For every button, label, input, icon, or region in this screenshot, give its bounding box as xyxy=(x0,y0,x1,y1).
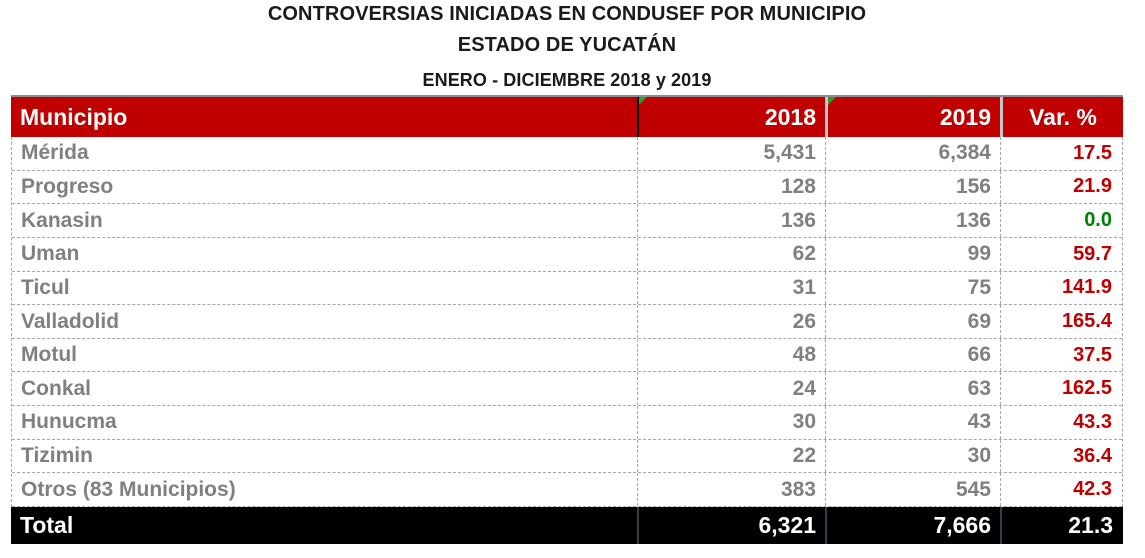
municipio-cell: Hunucma xyxy=(21,410,117,434)
value-2018-cell: 22 xyxy=(637,439,825,473)
variation-cell: 17.5 xyxy=(1000,137,1122,170)
table-row: Mérida 5,431 6,384 17.5 xyxy=(12,137,1122,171)
variation-cell: 0.0 xyxy=(1000,204,1122,237)
value-2019-cell: 156 xyxy=(825,170,1000,204)
variation-cell: 21.9 xyxy=(1000,170,1122,204)
page-subtitle: ESTADO DE YUCATÁN xyxy=(457,34,677,56)
total-variation-cell: 21.3 xyxy=(1000,507,1123,544)
table-body: Mérida 5,431 6,384 17.5 Progreso 128 156… xyxy=(11,137,1123,508)
value-2019-cell: 66 xyxy=(825,338,1000,372)
header-cell-2019: 2019 xyxy=(825,97,1000,137)
value-2019-cell: 6,384 xyxy=(825,137,1000,170)
error-corner-triangle-icon xyxy=(639,97,647,105)
variation-cell: 37.5 xyxy=(1000,338,1122,372)
total-2018-cell: 6,321 xyxy=(637,507,825,544)
value-2018-cell: 24 xyxy=(637,372,825,406)
total-2019-cell: 7,666 xyxy=(825,507,1000,544)
total-label-cell: Total xyxy=(20,512,74,538)
variation-cell: 162.5 xyxy=(1000,372,1122,406)
page-title: CONTROVERSIAS INICIADAS EN CONDUSEF POR … xyxy=(267,3,867,25)
table-row: Hunucma 30 43 43.3 xyxy=(12,406,1122,440)
table-row: Tizimin 22 30 36.4 xyxy=(12,439,1122,474)
municipio-cell: Uman xyxy=(21,242,80,266)
municipio-cell: Mérida xyxy=(21,141,89,165)
variation-cell: 42.3 xyxy=(1000,473,1122,507)
table-row: Kanasin 136 136 0.0 xyxy=(12,204,1122,238)
municipio-cell: Progreso xyxy=(21,174,114,198)
value-2018-cell: 136 xyxy=(637,204,825,237)
value-2019-cell: 75 xyxy=(825,271,1000,305)
header-cell-municipio: Municipio xyxy=(20,103,128,130)
table-row: Progreso 128 156 21.9 xyxy=(12,170,1122,205)
title-block: CONTROVERSIAS INICIADAS EN CONDUSEF POR … xyxy=(11,3,1123,91)
variation-cell: 59.7 xyxy=(1000,237,1122,271)
value-2018-cell: 128 xyxy=(637,170,825,204)
table-row: Motul 48 66 37.5 xyxy=(12,338,1122,373)
value-2019-cell: 136 xyxy=(825,204,1000,237)
value-2018-cell: 31 xyxy=(637,271,825,305)
value-2018-cell: 62 xyxy=(637,237,825,271)
header-cell-2018: 2018 xyxy=(637,97,825,137)
municipio-cell: Ticul xyxy=(21,275,70,299)
value-2018-cell: 26 xyxy=(637,305,825,338)
municipio-cell: Conkal xyxy=(21,376,92,400)
value-2018-cell: 30 xyxy=(637,406,825,439)
table-row: Ticul 31 75 141.9 xyxy=(12,271,1122,306)
variation-cell: 43.3 xyxy=(1000,406,1122,439)
table-header-row: Municipio 2018 2019 Var. % xyxy=(11,95,1123,137)
value-2018-cell: 383 xyxy=(637,473,825,507)
table-row: Valladolid 26 69 165.4 xyxy=(12,305,1122,339)
municipio-cell: Motul xyxy=(21,343,77,367)
value-2019-cell: 99 xyxy=(825,237,1000,271)
controversias-table: Municipio 2018 2019 Var. % Mérida 5,431 … xyxy=(11,95,1123,544)
municipio-cell: Tizimin xyxy=(21,444,93,468)
table-row: Conkal 24 63 162.5 xyxy=(12,372,1122,407)
municipio-cell: Otros (83 Municipios) xyxy=(21,477,236,501)
header-cell-2018-label: 2018 xyxy=(764,103,816,130)
value-2019-cell: 63 xyxy=(825,372,1000,406)
value-2019-cell: 545 xyxy=(825,473,1000,507)
header-cell-variation: Var. % xyxy=(1000,97,1123,137)
header-cell-2019-label: 2019 xyxy=(939,103,991,130)
variation-cell: 36.4 xyxy=(1000,439,1122,473)
value-2019-cell: 69 xyxy=(825,305,1000,338)
municipio-cell: Valladolid xyxy=(21,309,120,333)
variation-cell: 141.9 xyxy=(1000,271,1122,305)
total-row: Total 6,321 7,666 21.3 xyxy=(11,507,1123,544)
variation-cell: 165.4 xyxy=(1000,305,1122,338)
table-row: Uman 62 99 59.7 xyxy=(12,237,1122,272)
value-2019-cell: 43 xyxy=(825,406,1000,439)
period-label: ENERO - DICIEMBRE 2018 y 2019 xyxy=(422,70,712,90)
value-2018-cell: 48 xyxy=(637,338,825,372)
value-2018-cell: 5,431 xyxy=(637,137,825,170)
municipio-cell: Kanasin xyxy=(21,208,103,232)
error-corner-triangle-icon xyxy=(828,97,836,105)
value-2019-cell: 30 xyxy=(825,439,1000,473)
table-row: Otros (83 Municipios) 383 545 42.3 xyxy=(12,473,1122,508)
